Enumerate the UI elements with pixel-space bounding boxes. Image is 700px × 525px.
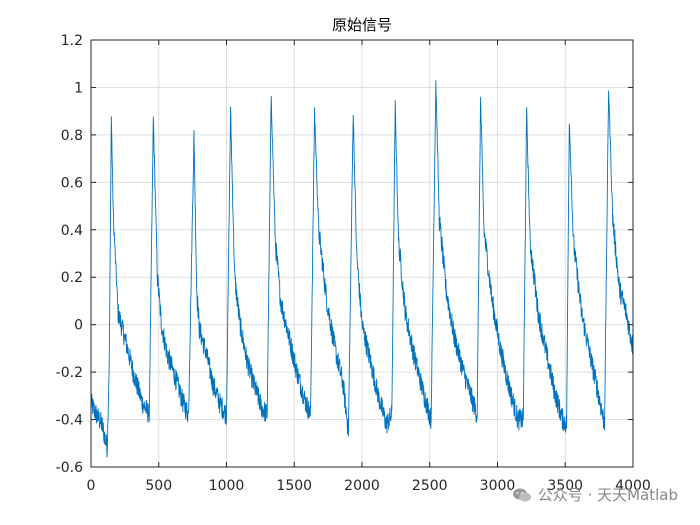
- x-tick-labels: 0 500 1000 1500 2000 2500 3000 3500 4000: [87, 478, 651, 494]
- x-tick-label: 3500: [547, 478, 583, 494]
- y-tick-label: -0.6: [56, 460, 83, 476]
- y-tick-label: 0.2: [61, 270, 83, 286]
- y-tick-label: 0.8: [61, 128, 83, 144]
- y-tick-labels: -0.6 -0.4 -0.2 0 0.2 0.4 0.6 0.8 1 1.2: [56, 33, 83, 476]
- x-tick-label: 500: [145, 478, 172, 494]
- x-tick-label: 1000: [209, 478, 245, 494]
- watermark-text: 公众号 · 天天Matlab: [537, 486, 678, 504]
- x-tick-label: 4000: [615, 478, 651, 494]
- y-tick-label: 0.6: [61, 175, 83, 191]
- chart-title: 原始信号: [332, 16, 392, 34]
- y-tick-label: 0.4: [61, 223, 83, 239]
- x-tick-label: 2500: [412, 478, 448, 494]
- ticks: [90, 39, 634, 468]
- y-tick-label: 0: [74, 318, 83, 334]
- x-tick-label: 3000: [480, 478, 516, 494]
- watermark: 公众号 · 天天Matlab: [512, 484, 678, 505]
- series-group: [90, 80, 634, 458]
- y-tick-label: 1: [74, 80, 83, 96]
- x-tick-label: 2000: [344, 478, 380, 494]
- y-tick-label: -0.2: [56, 365, 83, 381]
- y-tick-label: 1.2: [61, 33, 83, 49]
- series-line: [90, 80, 634, 458]
- y-tick-label: -0.4: [56, 413, 83, 429]
- x-tick-label: 1500: [276, 478, 312, 494]
- wechat-icon: [512, 488, 531, 501]
- x-tick-label: 0: [87, 478, 96, 494]
